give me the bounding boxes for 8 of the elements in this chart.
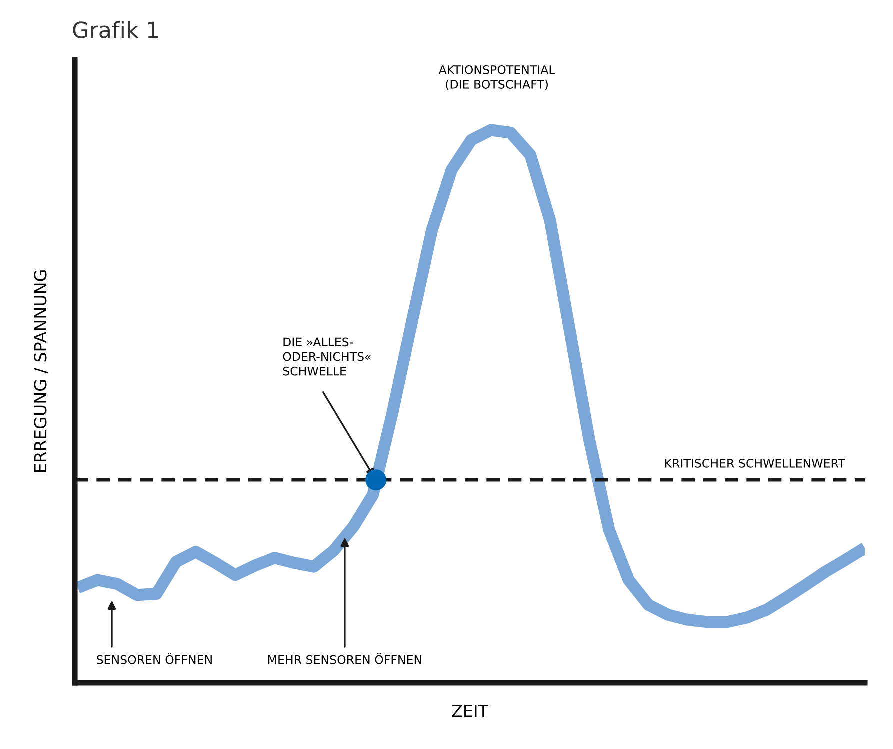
- ref-line-label: KRITISCHER SCHWELLENWERT: [665, 458, 846, 468]
- annotation: SENSOREN ÖFFNEN: [97, 653, 212, 664]
- annotation: DIE »ALLES- ODER-NICHTS« SCHWELLE: [283, 338, 371, 376]
- y-axis-title: ERREGUNG / SPANNUNG: [34, 270, 48, 472]
- text: AKTIONSPOTENTIAL (DIE BOTSCHAFT): [438, 65, 556, 90]
- annotation: MEHR SENSOREN ÖFFNEN: [268, 653, 422, 664]
- chart-title: Grafik 1: [73, 21, 158, 38]
- x-axis-title: ZEIT: [452, 705, 489, 718]
